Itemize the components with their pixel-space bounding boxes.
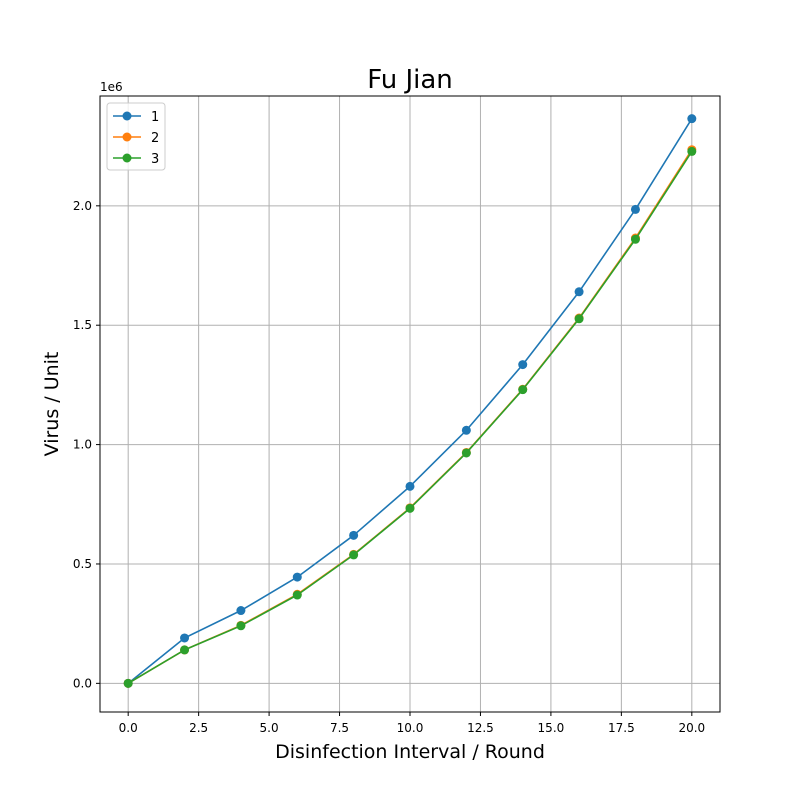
series-1-point [180, 633, 190, 643]
x-tick-label: 12.5 [467, 721, 494, 735]
y-axis-label: Virus / Unit [41, 352, 63, 457]
x-tick-label: 15.0 [538, 721, 565, 735]
x-tick-label: 17.5 [608, 721, 635, 735]
series-3-point [180, 645, 190, 655]
series-1-point [630, 204, 640, 214]
legend-swatch-marker [122, 132, 132, 142]
x-axis-label: Disinfection Interval / Round [275, 741, 545, 763]
series-1-point [574, 287, 584, 297]
legend-swatch-marker [122, 153, 132, 163]
series-3-point [518, 385, 528, 395]
x-tick-label: 20.0 [678, 721, 705, 735]
y-tick-label: 0.0 [73, 676, 92, 690]
series-3-point [687, 146, 697, 156]
series-1-point [518, 360, 528, 370]
y-tick-label: 0.5 [73, 557, 92, 571]
series-1-point [292, 572, 302, 582]
series-layer [123, 114, 697, 688]
series-1-point [349, 530, 359, 540]
y-tick-label: 2.0 [73, 199, 92, 213]
legend-label: 2 [151, 131, 159, 146]
series-3-point [405, 503, 415, 513]
y-axis-offset-label: 1e6 [100, 80, 123, 94]
series-1-point [236, 606, 246, 616]
series-3-point [574, 314, 584, 324]
series-3-point [349, 550, 359, 560]
x-tick-label: 0.0 [119, 721, 138, 735]
series-1-point [405, 481, 415, 491]
legend-label: 1 [151, 110, 159, 125]
y-tick-label: 1.0 [73, 438, 92, 452]
x-tick-label: 5.0 [260, 721, 279, 735]
series-3-point [461, 448, 471, 458]
series-3-point [292, 590, 302, 600]
legend-swatch-marker [122, 111, 132, 121]
series-3-point [123, 678, 133, 688]
series-1-point [461, 425, 471, 435]
series-3-point [236, 621, 246, 631]
series-3-point [630, 234, 640, 244]
x-tick-label: 7.5 [330, 721, 349, 735]
legend-label: 3 [151, 152, 159, 167]
x-tick-label: 2.5 [189, 721, 208, 735]
chart-title: Fu Jian [367, 65, 453, 95]
tick-layer: 0.0 2.5 5.0 7.5 10.0 12.5 15.0 17.5 20.0 0.0 0.5 1.… [73, 199, 705, 735]
grid-lines [100, 96, 720, 712]
legend: 1 2 3 [106, 102, 166, 171]
y-tick-label: 1.5 [73, 318, 92, 332]
x-tick-label: 10.0 [397, 721, 424, 735]
series-1-point [687, 114, 697, 124]
